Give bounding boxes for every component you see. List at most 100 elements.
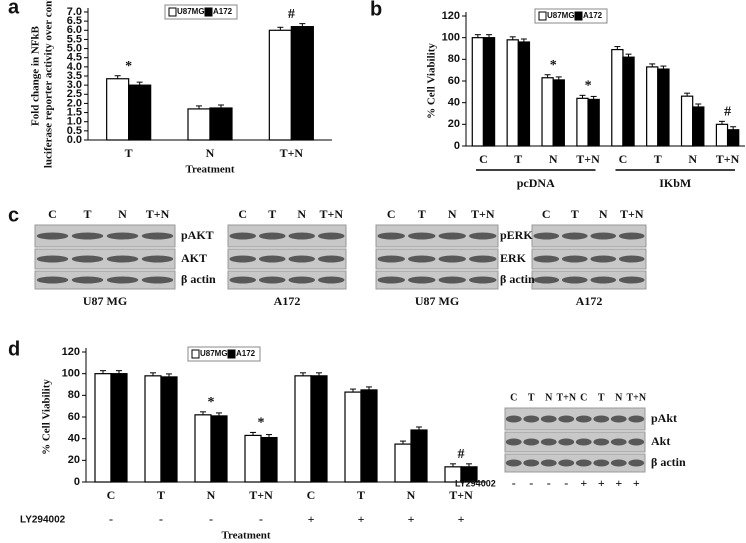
- bar: [290, 26, 314, 141]
- blot-band: [36, 232, 69, 240]
- blot-band: [317, 255, 345, 263]
- blot-band: [229, 276, 257, 284]
- row-value: +: [580, 476, 587, 490]
- bar: [576, 97, 589, 147]
- blot-strip: [375, 224, 499, 248]
- bar: [715, 123, 729, 147]
- blot-band: [593, 459, 610, 467]
- row-value: -: [109, 512, 113, 526]
- annotation: #: [724, 105, 731, 120]
- y-axis-label: Fold change in NFkBluciferase reporter a…: [29, 0, 54, 168]
- y-tick-label: 0.0: [67, 134, 82, 146]
- bar: [471, 37, 485, 147]
- y-tick-label: 4.0: [67, 61, 82, 73]
- row-value: -: [529, 476, 533, 490]
- bar: [394, 443, 412, 483]
- blot-strip: [34, 224, 176, 248]
- legend-swatch: [168, 7, 177, 17]
- blot-band: [523, 438, 540, 446]
- blot-band: [106, 232, 139, 240]
- bar: [482, 37, 496, 147]
- y-tick-label: 3.5: [67, 70, 82, 82]
- bar: [611, 48, 624, 147]
- y-tick-label: 60: [448, 75, 460, 87]
- y-tick-label: 20: [448, 118, 460, 130]
- bar: [106, 78, 130, 141]
- blot-strip: [504, 431, 646, 453]
- bar: [552, 79, 565, 147]
- row-value: +: [458, 512, 465, 526]
- blot-strip: [375, 248, 499, 270]
- bar: [209, 107, 233, 141]
- bar: [657, 68, 670, 147]
- blot-band: [610, 415, 627, 423]
- blot-band: [590, 276, 617, 284]
- blot-band: [469, 232, 497, 240]
- bar: [94, 373, 112, 483]
- row-value: +: [358, 512, 365, 526]
- blot-strip: [531, 224, 647, 248]
- bar: [260, 436, 278, 483]
- x-tick-label: T: [357, 488, 365, 502]
- bar: [410, 429, 428, 483]
- lane-label: N: [448, 207, 457, 221]
- lane-label: C: [48, 207, 57, 221]
- lane-label: T: [268, 207, 276, 221]
- bar: [360, 389, 378, 483]
- legend-swatch: [191, 349, 200, 359]
- blot-band: [540, 415, 557, 423]
- bar: [587, 98, 600, 147]
- annotation: *: [125, 59, 132, 74]
- blot-band: [575, 459, 592, 467]
- row-value: -: [259, 512, 263, 526]
- y-axis-label-line: luciferase reporter activity over contro…: [42, 0, 54, 168]
- x-tick-label: T: [514, 152, 522, 166]
- y-tick-label: 120: [442, 10, 460, 22]
- blot-strip: [375, 270, 499, 290]
- legend-box: [534, 8, 608, 24]
- blot-band: [469, 255, 497, 263]
- x-tick-label: N: [207, 488, 216, 502]
- blot-band: [533, 232, 560, 240]
- lane-label: T+N: [319, 207, 343, 221]
- bar: [194, 414, 212, 483]
- bar: [268, 29, 292, 141]
- x-axis-label: Treatment: [185, 164, 234, 176]
- blot-band: [317, 276, 345, 284]
- bar: [692, 106, 705, 147]
- y-tick-label: 100: [62, 368, 80, 380]
- x-tick-label: N: [407, 488, 416, 502]
- row-label: ERK: [500, 251, 527, 265]
- blot-band: [575, 438, 592, 446]
- cell-line-label: A172: [576, 294, 603, 308]
- y-tick-label: 2.0: [67, 97, 82, 109]
- blot-strip: [227, 224, 347, 248]
- row-label: LY294002: [20, 515, 66, 526]
- blot-band: [469, 276, 497, 284]
- y-tick-label: 2.5: [67, 88, 82, 100]
- annotation: *: [258, 416, 265, 431]
- lane-label: T+N: [471, 207, 495, 221]
- blot-band: [71, 255, 104, 263]
- bar: [726, 129, 740, 147]
- bar: [622, 56, 635, 147]
- bar: [294, 375, 312, 483]
- row-label: β actin: [500, 272, 535, 286]
- legend-label: A172: [583, 11, 603, 20]
- annotation: *: [550, 58, 557, 73]
- row-value: +: [633, 476, 640, 490]
- blot-strip: [34, 248, 176, 270]
- legend-swatch: [538, 11, 547, 21]
- lane-label: T+N: [556, 392, 576, 403]
- annotation: *: [208, 395, 215, 410]
- bar: [110, 373, 128, 483]
- y-tick-label: 60: [68, 411, 80, 423]
- blot-band: [593, 415, 610, 423]
- bar: [144, 375, 162, 483]
- y-tick-label: 0: [74, 476, 80, 488]
- blot-band: [558, 415, 575, 423]
- annotation: *: [585, 79, 592, 94]
- x-tick-label: T: [157, 488, 165, 502]
- lane-label: C: [580, 392, 587, 403]
